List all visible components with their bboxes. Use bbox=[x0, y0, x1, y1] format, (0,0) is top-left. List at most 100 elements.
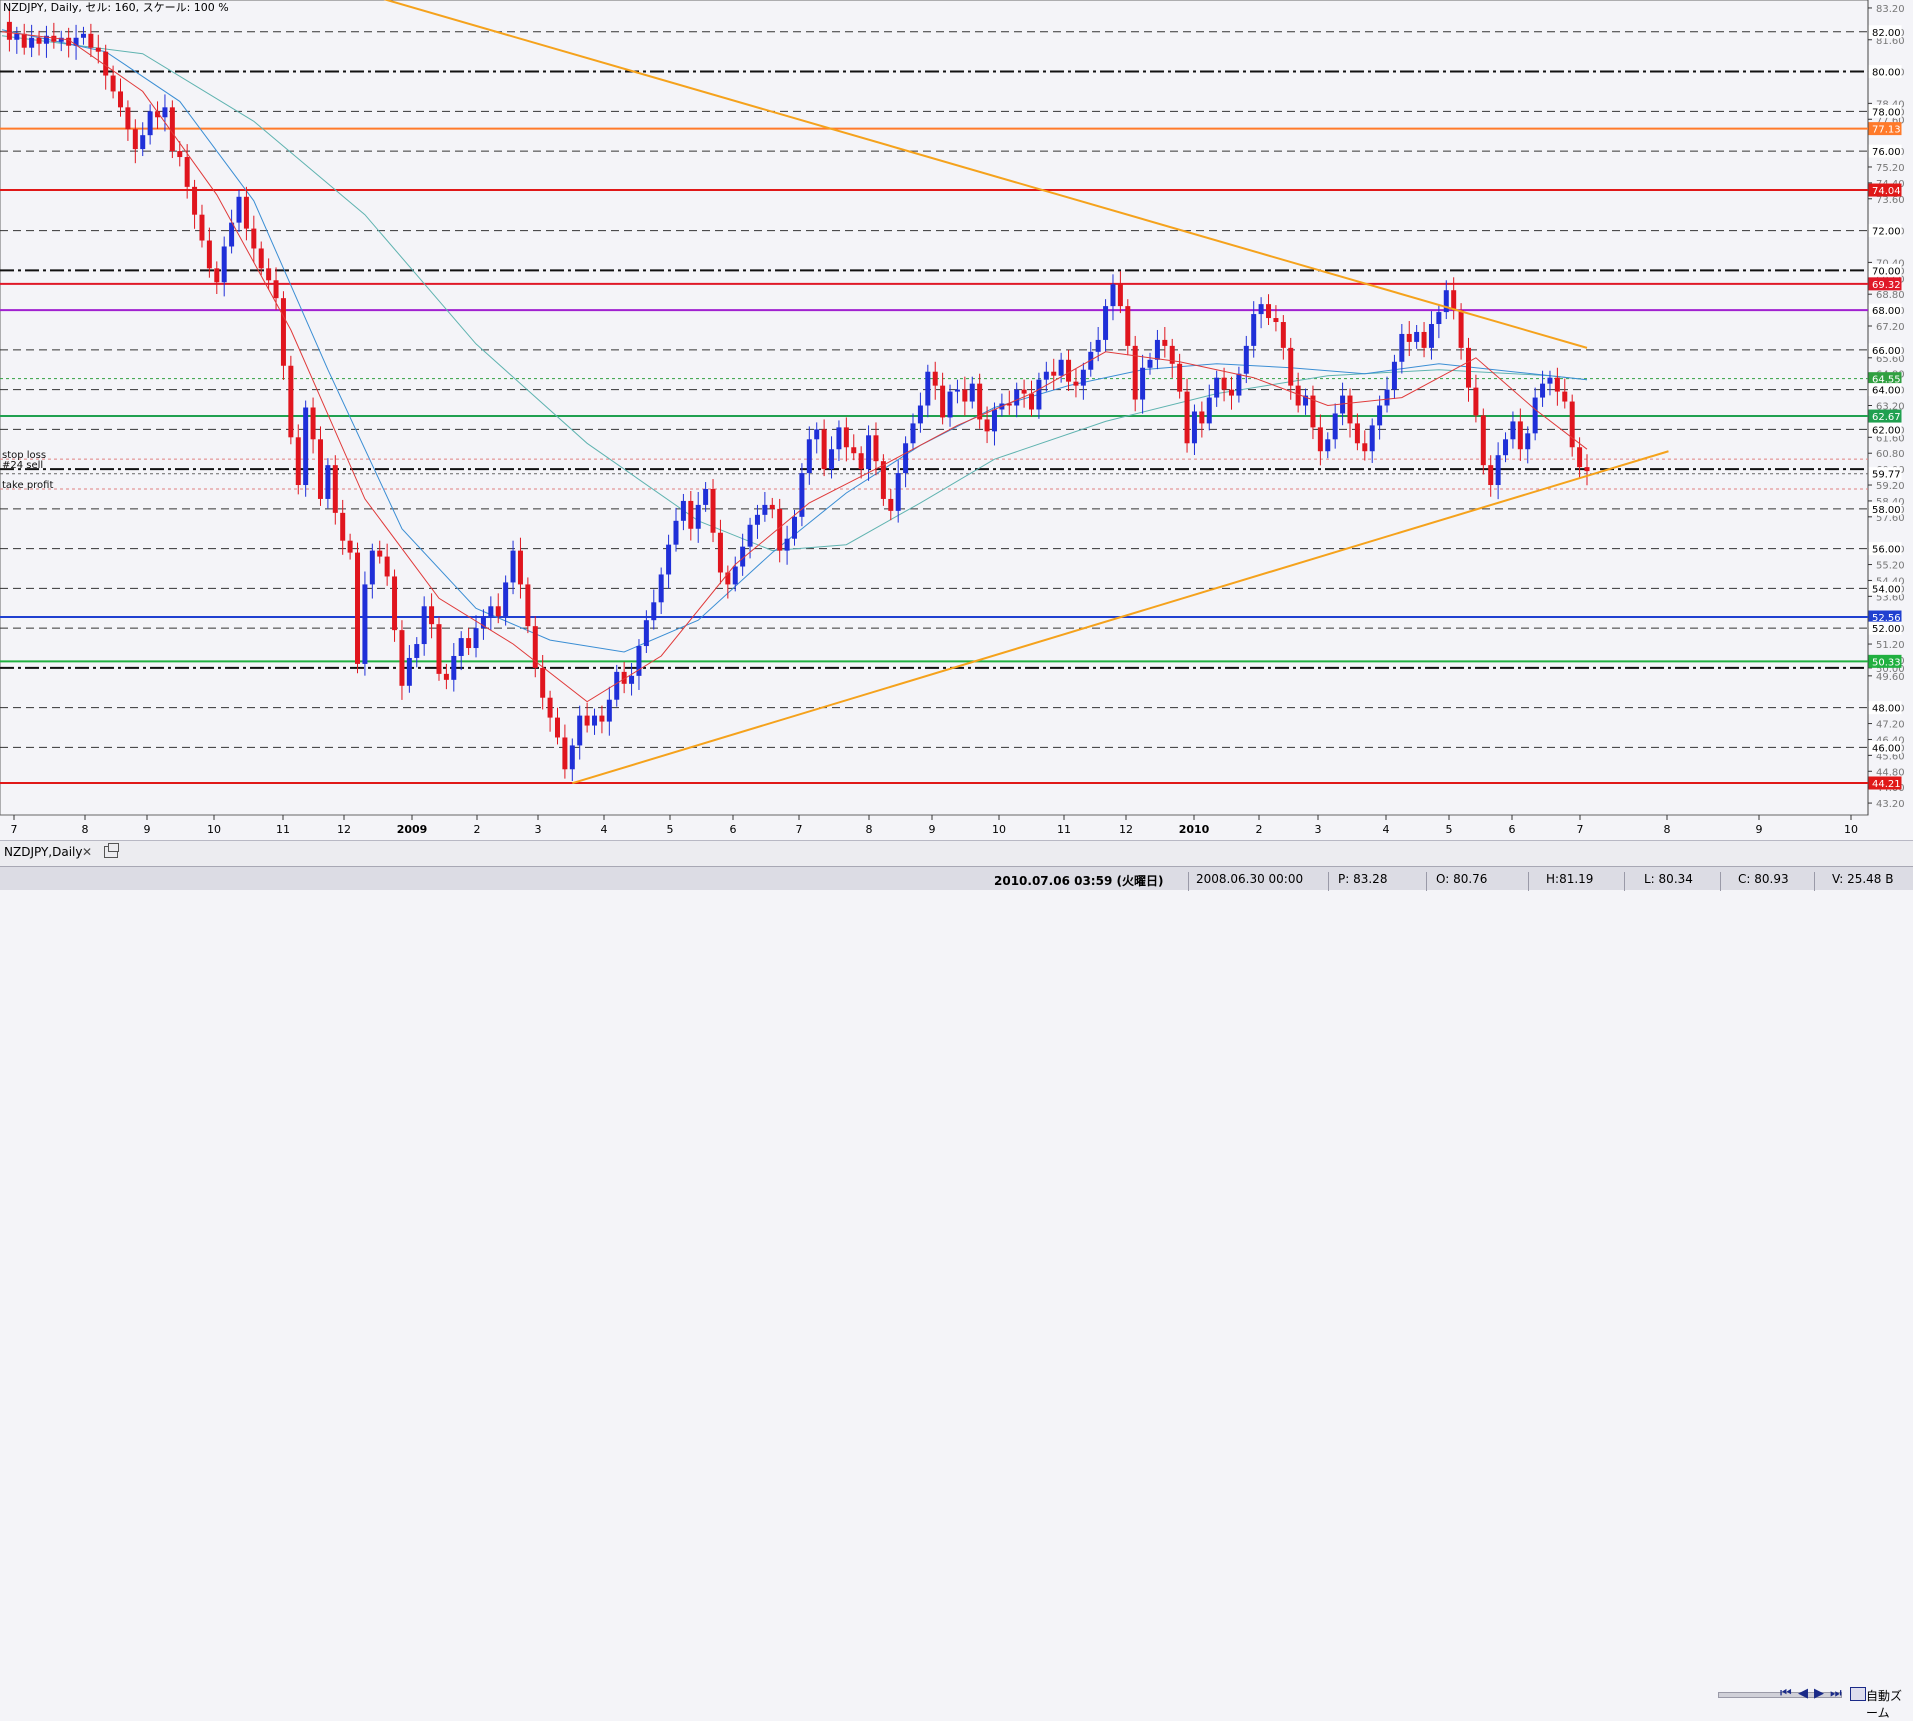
price-label-text: 82.00 bbox=[1872, 28, 1901, 39]
next-page-icon[interactable]: ▶ bbox=[1814, 1686, 1824, 1701]
y-tick-label: 77.60 bbox=[1876, 115, 1905, 126]
price-label-bg bbox=[1868, 144, 1902, 158]
candle-body bbox=[480, 616, 486, 629]
candle-body bbox=[1451, 290, 1457, 311]
price-label-box: 69.32 bbox=[1868, 277, 1902, 291]
candle-body bbox=[1206, 397, 1212, 424]
price-label-box: 80.00 bbox=[1868, 65, 1902, 79]
candle-body bbox=[125, 107, 131, 130]
price-label-bg bbox=[1868, 122, 1902, 136]
candle-body bbox=[1421, 331, 1427, 348]
price-label-bg bbox=[1868, 25, 1902, 39]
x-tick-label: 6 bbox=[1509, 823, 1516, 836]
price-label-text: 69.32 bbox=[1872, 280, 1901, 291]
candle-body bbox=[1266, 304, 1272, 319]
candle-body bbox=[710, 489, 716, 533]
candle-body bbox=[517, 550, 523, 585]
candle-body bbox=[221, 246, 227, 283]
candle-body bbox=[717, 532, 723, 573]
y-tick-label: 60.80 bbox=[1876, 449, 1905, 460]
chart-tab-bar: NZDJPY,Daily ✕ ⏮ ◀ ▶ ⏭ 自動ズーム bbox=[0, 840, 1913, 1720]
candle-body bbox=[977, 383, 983, 420]
first-page-icon[interactable]: ⏮ bbox=[1780, 1686, 1792, 1701]
candle-body bbox=[1495, 455, 1501, 486]
status-separator bbox=[1624, 872, 1625, 891]
candle-body bbox=[466, 638, 472, 649]
price-label-bg bbox=[1868, 740, 1902, 754]
candle-body bbox=[1325, 439, 1331, 452]
candle-body bbox=[458, 638, 464, 656]
y-tick-label: 61.60 bbox=[1876, 433, 1905, 444]
candle-body bbox=[1517, 421, 1523, 450]
candle-body bbox=[451, 655, 457, 680]
candle-body bbox=[1503, 439, 1509, 456]
candle-body bbox=[1014, 389, 1020, 406]
price-label-box: 54.00 bbox=[1868, 581, 1902, 595]
x-tick-label: 2 bbox=[474, 823, 481, 836]
candle-body bbox=[532, 626, 538, 668]
x-tick-label: 9 bbox=[929, 823, 936, 836]
candle-body bbox=[73, 37, 79, 46]
candle-body bbox=[954, 389, 960, 392]
x-tick-label: 10 bbox=[207, 823, 221, 836]
close-icon[interactable]: ✕ bbox=[82, 845, 93, 859]
candle-body bbox=[1125, 306, 1131, 346]
candle-body bbox=[1532, 397, 1538, 434]
price-label-box: 64.00 bbox=[1868, 383, 1902, 397]
candle-body bbox=[340, 512, 346, 541]
candle-body bbox=[1273, 318, 1279, 323]
candle-body bbox=[206, 240, 212, 269]
candle-body bbox=[932, 371, 938, 386]
candle-body bbox=[6, 21, 12, 40]
y-tick-label: 59.20 bbox=[1876, 481, 1905, 492]
price-label-bg bbox=[1868, 277, 1902, 291]
candle-body bbox=[606, 699, 612, 722]
x-tick-label: 7 bbox=[1577, 823, 1584, 836]
candle-body bbox=[762, 504, 768, 515]
price-label-bg bbox=[1868, 104, 1902, 118]
price-label-text: 76.00 bbox=[1872, 147, 1901, 158]
candle-body bbox=[599, 715, 605, 722]
restore-window-icon[interactable] bbox=[104, 843, 119, 858]
candle-body bbox=[1110, 284, 1116, 307]
candle-body bbox=[658, 574, 664, 603]
auto-zoom-label[interactable]: 自動ズーム bbox=[1866, 1689, 1903, 1720]
candle-body bbox=[1295, 385, 1301, 406]
candle-body bbox=[80, 33, 86, 38]
candle-body bbox=[903, 443, 909, 474]
candle-body bbox=[688, 500, 694, 529]
chart-area[interactable]: 83.2082.0081.6080.0078.4078.0077.6076.00… bbox=[0, 0, 1913, 847]
candle-body bbox=[399, 630, 405, 686]
y-tick-label: 47.20 bbox=[1876, 720, 1905, 731]
price-label-box: 50.33 bbox=[1868, 654, 1902, 668]
chart-tab[interactable]: NZDJPY,Daily bbox=[4, 845, 83, 859]
candle-body bbox=[1414, 331, 1420, 342]
candle-body bbox=[836, 427, 842, 450]
status-separator bbox=[1814, 872, 1815, 891]
last-page-icon[interactable]: ⏭ bbox=[1830, 1686, 1842, 1701]
price-label-text: 72.00 bbox=[1872, 227, 1901, 238]
candle-body bbox=[58, 37, 64, 42]
price-label-box: 76.00 bbox=[1868, 144, 1902, 158]
candle-body bbox=[258, 248, 264, 269]
candle-body bbox=[1236, 373, 1242, 396]
auto-zoom-icon[interactable] bbox=[1850, 1687, 1866, 1701]
price-label-box: 59.77 bbox=[1868, 467, 1902, 481]
candle-body bbox=[1443, 290, 1449, 313]
price-label-text: 44.21 bbox=[1872, 779, 1901, 790]
price-chart[interactable]: 83.2082.0081.6080.0078.4078.0077.6076.00… bbox=[0, 0, 1913, 840]
candle-body bbox=[806, 439, 812, 474]
candle-body bbox=[14, 33, 20, 40]
prev-page-icon[interactable]: ◀ bbox=[1798, 1686, 1808, 1701]
candle-body bbox=[910, 423, 916, 444]
candle-body bbox=[1228, 389, 1234, 396]
price-label-box: 62.00 bbox=[1868, 422, 1902, 436]
candle-body bbox=[1547, 377, 1553, 384]
candle-body bbox=[1458, 310, 1464, 348]
price-label-box: 46.00 bbox=[1868, 740, 1902, 754]
candle-body bbox=[666, 544, 672, 575]
status-volume: V: 25.48 B bbox=[1832, 872, 1894, 886]
candle-body bbox=[132, 129, 138, 150]
candle-body bbox=[1347, 395, 1353, 424]
status-low: L: 80.34 bbox=[1644, 872, 1693, 886]
